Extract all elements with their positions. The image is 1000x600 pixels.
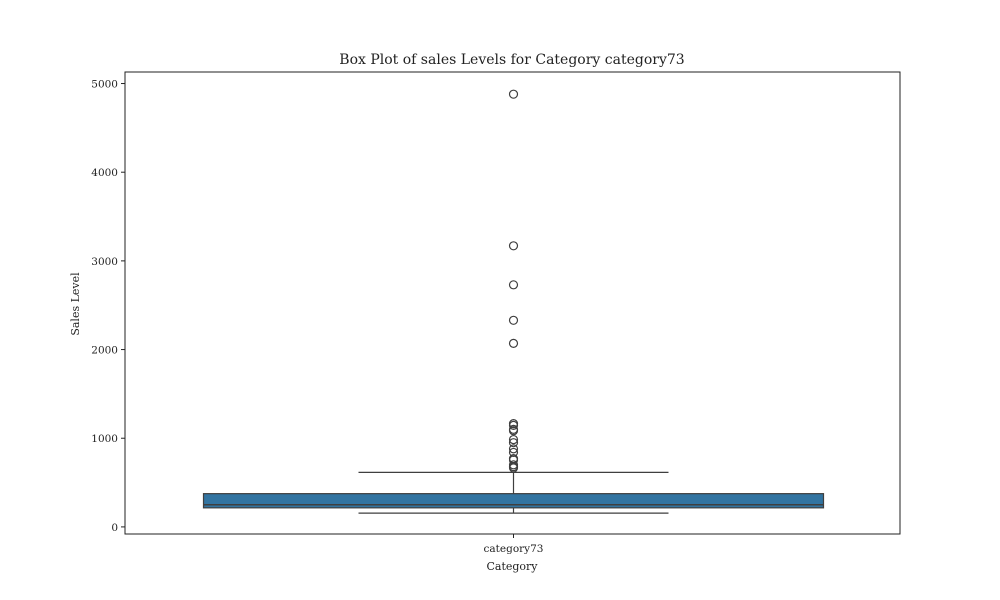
outlier-point [508, 89, 519, 99]
outlier-point [508, 444, 519, 454]
outlier-point [508, 241, 519, 251]
outlier-point [508, 338, 519, 348]
outlier-point [508, 280, 519, 290]
y-axis-ticks: 0 1000 2000 3000 4000 5000 [91, 79, 125, 534]
plot-area [202, 89, 825, 514]
plot-frame [124, 71, 901, 535]
y-tick-label: 0 [111, 522, 118, 534]
y-tick-label: 3000 [91, 256, 118, 268]
y-tick-label: 5000 [91, 79, 118, 91]
outlier-point [508, 434, 519, 445]
outlier-point [508, 420, 519, 430]
outlier-point [508, 315, 519, 325]
outlier-point [508, 438, 519, 448]
y-tick-label: 1000 [91, 433, 118, 445]
y-tick-label: 4000 [91, 167, 118, 179]
y-tick-label: 2000 [91, 345, 118, 357]
x-axis-ticks: category73 [484, 534, 544, 555]
x-tick-label: category73 [484, 543, 544, 555]
interquartile-box [202, 493, 825, 509]
x-axis-label: Category [486, 560, 538, 573]
y-axis-label: Sales Level [69, 272, 82, 336]
outlier-point [508, 426, 519, 436]
outlier-point [508, 463, 519, 473]
chart-title: Box Plot of sales Levels for Category ca… [339, 52, 684, 68]
